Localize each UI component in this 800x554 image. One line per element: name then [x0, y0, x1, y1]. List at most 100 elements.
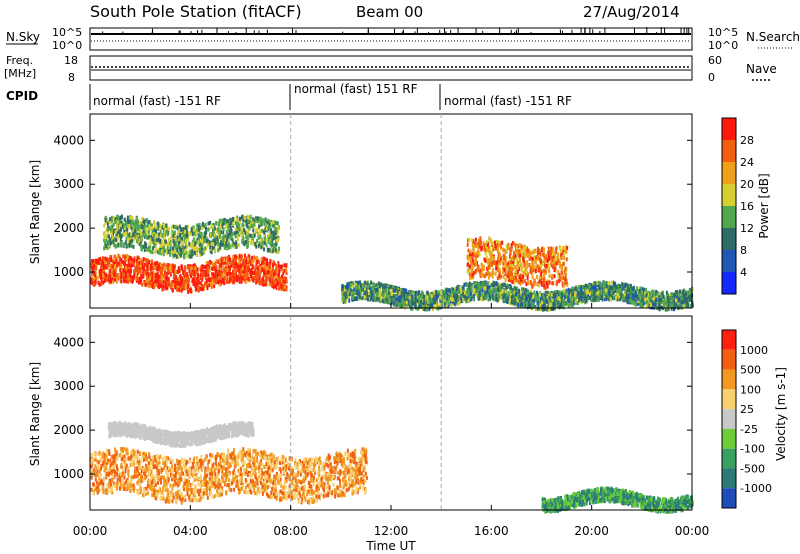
range-cell [135, 273, 138, 278]
range-cell [348, 288, 351, 293]
range-cell [342, 299, 345, 304]
range-cell [101, 270, 104, 275]
range-cell [254, 216, 257, 221]
range-cell [510, 289, 513, 294]
range-cell [228, 257, 231, 262]
range-cell [171, 279, 174, 284]
range-cell [161, 239, 164, 244]
range-cell [673, 303, 676, 308]
range-cell [100, 262, 103, 267]
freq-tick-top: 18 [64, 54, 78, 67]
range-cell [242, 223, 245, 228]
range-cell [109, 254, 112, 259]
range-cell [539, 302, 542, 307]
range-cell [100, 281, 103, 286]
range-cell [487, 297, 490, 302]
range-cell [151, 276, 154, 281]
range-cell [518, 288, 521, 293]
range-cell [433, 291, 436, 296]
range-cell [173, 230, 176, 235]
range-cell [258, 224, 261, 229]
range-cell [144, 241, 147, 246]
range-cell [119, 233, 122, 238]
range-cell [275, 221, 278, 226]
range-cell [150, 266, 153, 271]
range-cell [260, 228, 263, 233]
range-cell [495, 297, 498, 302]
range-cell [285, 263, 288, 268]
range-cell [103, 238, 106, 243]
range-cell [159, 230, 162, 235]
range-cell [130, 257, 133, 262]
range-cell [243, 216, 246, 221]
range-cell [154, 282, 157, 287]
range-cell [455, 289, 458, 294]
range-cell [209, 233, 212, 238]
range-cell [186, 234, 189, 239]
range-cell [135, 217, 138, 222]
range-cell [230, 263, 233, 268]
range-cell [580, 288, 583, 293]
range-cell [625, 284, 628, 289]
range-cell [475, 292, 478, 297]
range-cell [238, 219, 241, 224]
range-cell [97, 280, 100, 285]
range-cell [120, 274, 123, 279]
range-cell [205, 275, 208, 280]
range-cell [205, 282, 208, 287]
range-cell [601, 291, 604, 296]
range-cell [269, 234, 272, 239]
range-cell [451, 287, 454, 292]
range-cell [425, 307, 428, 312]
range-cell [126, 265, 129, 270]
range-cell [240, 275, 243, 280]
range-cell [207, 221, 210, 226]
range-cell [104, 221, 107, 226]
range-cell [263, 279, 266, 284]
range-cell [212, 278, 215, 283]
range-cell [162, 279, 165, 284]
range-cell [211, 272, 214, 277]
range-cell [204, 246, 207, 251]
range-cell [257, 243, 260, 248]
range-cell [222, 266, 225, 271]
range-cell [154, 279, 157, 284]
range-cell [256, 239, 259, 244]
range-cell [210, 260, 213, 265]
range-cell [576, 290, 579, 295]
range-cell [501, 288, 504, 293]
range-cell [463, 288, 466, 293]
range-cell [154, 274, 157, 279]
range-cell [218, 264, 221, 269]
range-cell [262, 259, 265, 264]
range-cell [204, 264, 207, 269]
range-cell [353, 287, 356, 292]
range-cell [96, 275, 99, 280]
range-cell [141, 282, 144, 287]
range-cell [634, 294, 637, 299]
range-cell [605, 295, 608, 300]
range-cell [221, 224, 224, 229]
range-cell [375, 288, 378, 293]
range-cell [201, 284, 204, 289]
range-cell [213, 284, 216, 289]
range-cell [181, 281, 184, 286]
range-cell [361, 296, 364, 301]
range-cell [119, 241, 122, 246]
range-cell [235, 244, 238, 249]
range-cell [237, 268, 240, 273]
range-cell [97, 258, 100, 263]
range-cell [211, 224, 214, 229]
range-cell [141, 224, 144, 229]
range-cell [684, 292, 687, 297]
range-cell [514, 289, 517, 294]
range-cell [466, 296, 469, 301]
range-cell [146, 235, 149, 240]
range-cell [214, 270, 217, 275]
range-cell [119, 237, 122, 242]
range-cell [195, 251, 198, 256]
range-cell [252, 270, 255, 275]
range-cell [477, 293, 480, 298]
range-cell [267, 273, 270, 278]
range-cell [273, 279, 276, 284]
